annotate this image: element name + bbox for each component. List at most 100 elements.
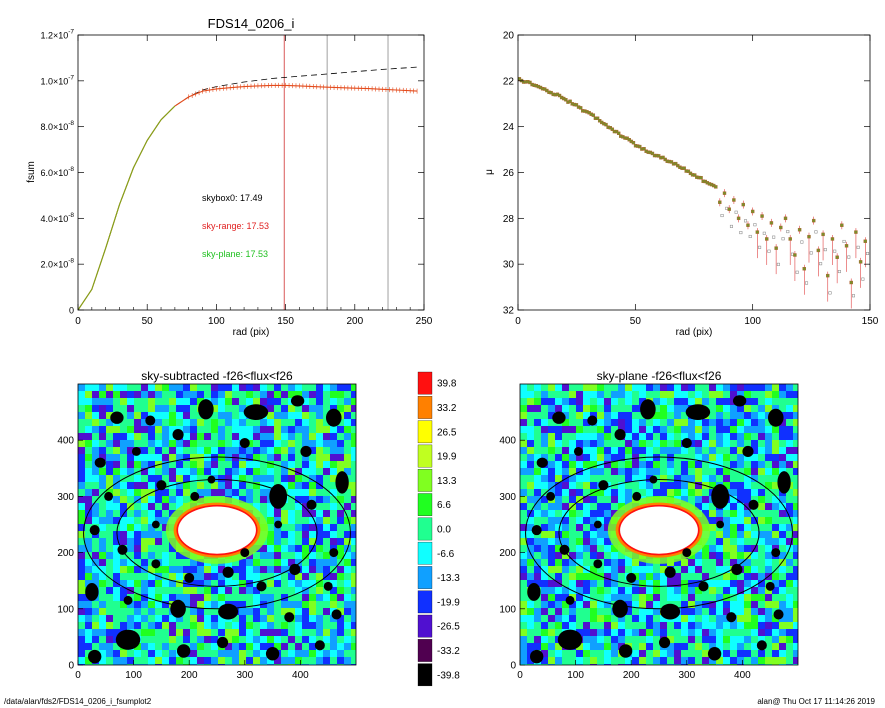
- mu-profile-point: [714, 185, 718, 189]
- m2-y-tick-label: 0: [510, 661, 516, 672]
- m1-noise-cell: [232, 636, 240, 644]
- m2-noise-cell: [772, 398, 780, 406]
- m2-noise-cell: [751, 608, 759, 616]
- m1-noise-cell: [302, 384, 310, 392]
- m2-noise-cell: [639, 657, 647, 665]
- m1-noise-cell: [267, 447, 275, 455]
- m2-noise-cell: [688, 419, 696, 427]
- m2-noise-cell: [534, 419, 542, 427]
- m1-noise-cell: [232, 461, 240, 469]
- m2-noise-cell: [625, 657, 633, 665]
- m1-noise-cell: [134, 643, 142, 651]
- m2-noise-cell: [583, 594, 591, 602]
- m2-noise-cell: [709, 531, 717, 539]
- m2-noise-cell: [779, 622, 787, 630]
- m1-noise-cell: [309, 552, 317, 560]
- m1-noise-cell: [316, 594, 324, 602]
- m1-noise-cell: [134, 629, 142, 637]
- mu-y-tick-label: 20: [503, 31, 515, 42]
- m1-noise-cell: [330, 531, 338, 539]
- m2-noise-cell: [737, 524, 745, 532]
- mu-outer-point: [732, 198, 736, 202]
- m2-noise-cell: [660, 657, 668, 665]
- m2-noise-cell: [751, 447, 759, 455]
- m2-noise-cell: [527, 447, 535, 455]
- m1-noise-cell: [316, 489, 324, 497]
- m2-noise-cell: [646, 433, 654, 441]
- m2-noise-cell: [611, 447, 619, 455]
- m2-masked-source: [767, 408, 784, 427]
- m2-noise-cell: [709, 510, 717, 518]
- m2-noise-cell: [730, 545, 738, 553]
- m2-noise-cell: [688, 433, 696, 441]
- m2-noise-cell: [765, 545, 773, 553]
- m2-noise-cell: [765, 552, 773, 560]
- m2-noise-cell: [597, 629, 605, 637]
- fsum-y-tick-mantissa: 8.0×10: [40, 122, 68, 132]
- m2-noise-cell: [548, 608, 556, 616]
- m1-noise-cell: [169, 664, 177, 665]
- m1-noise-cell: [330, 496, 338, 504]
- m2-noise-cell: [730, 426, 738, 434]
- m2-noise-cell: [758, 664, 766, 665]
- m2-noise-cell: [758, 545, 766, 553]
- m1-noise-cell: [211, 608, 219, 616]
- m1-noise-cell: [302, 545, 310, 553]
- m2-noise-cell: [576, 461, 584, 469]
- m1-noise-cell: [288, 524, 296, 532]
- m2-noise-cell: [793, 601, 798, 609]
- m2-noise-cell: [555, 454, 563, 462]
- m1-noise-cell: [134, 650, 142, 658]
- m1-noise-cell: [316, 566, 324, 574]
- m2-x-tick-label: 400: [734, 670, 751, 681]
- m1-noise-cell: [148, 552, 156, 560]
- m2-noise-cell: [527, 643, 535, 651]
- m1-noise-cell: [155, 538, 163, 546]
- m2-noise-cell: [639, 573, 647, 581]
- m1-noise-cell: [162, 517, 170, 525]
- m1-noise-cell: [281, 559, 289, 567]
- fsum-x-tick-label: 150: [277, 316, 294, 327]
- m1-noise-cell: [176, 629, 184, 637]
- mu-outer-point: [736, 216, 741, 221]
- m1-noise-cell: [330, 636, 338, 644]
- m2-noise-cell: [534, 398, 542, 406]
- m2-noise-cell: [758, 615, 766, 623]
- mu-profile-point: [682, 166, 686, 170]
- m1-noise-cell: [302, 566, 310, 574]
- m2-noise-cell: [653, 489, 661, 497]
- m2-noise-cell: [660, 447, 668, 455]
- m2-noise-cell: [660, 573, 668, 581]
- m2-noise-cell: [541, 601, 549, 609]
- m2-noise-cell: [562, 580, 570, 588]
- m2-noise-cell: [744, 531, 752, 539]
- m2-masked-source: [664, 566, 676, 578]
- m2-noise-cell: [765, 405, 773, 413]
- m1-noise-cell: [183, 468, 191, 476]
- m1-masked-source: [131, 446, 141, 456]
- m2-noise-cell: [744, 440, 752, 448]
- m2-noise-cell: [604, 391, 612, 399]
- m1-masked-source: [240, 548, 250, 558]
- m2-noise-cell: [520, 510, 528, 518]
- m1-noise-cell: [309, 650, 317, 658]
- m1-noise-cell: [281, 482, 289, 490]
- m2-noise-cell: [667, 412, 675, 420]
- m1-noise-cell: [274, 475, 282, 483]
- m2-noise-cell: [548, 412, 556, 420]
- m2-noise-cell: [576, 398, 584, 406]
- m2-noise-cell: [534, 405, 542, 413]
- m2-noise-cell: [723, 517, 731, 525]
- m1-noise-cell: [92, 496, 100, 504]
- m1-noise-cell: [197, 573, 205, 581]
- m1-noise-cell: [99, 405, 107, 413]
- m2-noise-cell: [576, 594, 584, 602]
- m2-noise-cell: [709, 412, 717, 420]
- m1-noise-cell: [197, 650, 205, 658]
- m2-noise-cell: [695, 650, 703, 658]
- m2-noise-cell: [527, 559, 535, 567]
- mu-profile-point: [604, 122, 608, 127]
- m1-noise-cell: [225, 447, 233, 455]
- m1-noise-cell: [260, 419, 268, 427]
- m2-noise-cell: [555, 475, 563, 483]
